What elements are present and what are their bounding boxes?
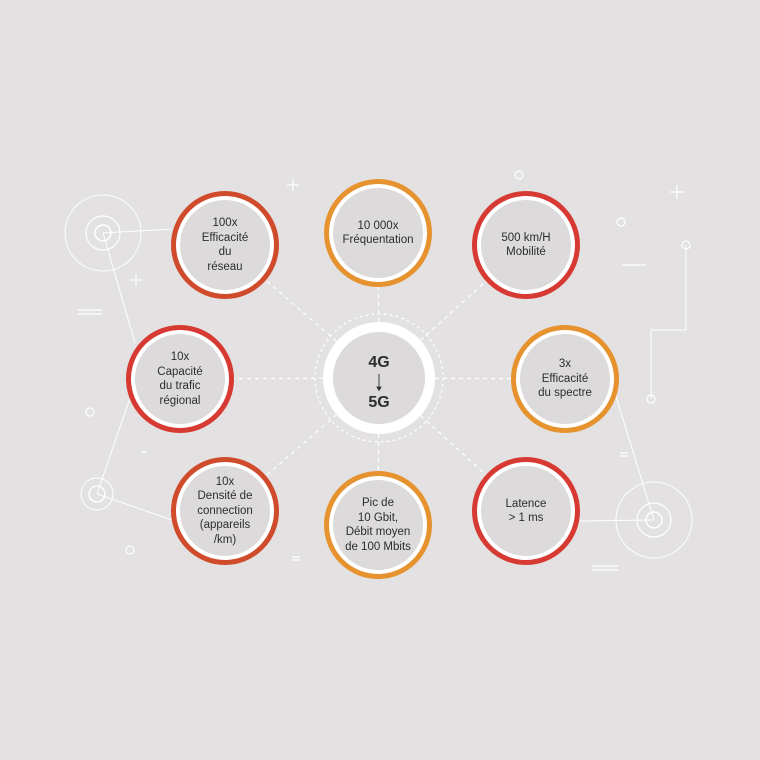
node-traffic-frequency: 10 000x Fréquentation [324, 179, 432, 287]
center-hub-4g-5g: 4G 5G [323, 322, 435, 434]
network-lines [96, 228, 687, 522]
node-connection-density: 10x Densité de connection (appareils /km… [171, 457, 279, 565]
node-regional-traffic-capacity: 10x Capacité du trafic régional [126, 325, 234, 433]
node-inner: Pic de 10 Gbit, Débit moyen de 100 Mbits [333, 480, 423, 570]
concentric-ornaments [64, 194, 693, 559]
node-mobility: 500 km/H Mobilité [472, 191, 580, 299]
node-inner: 500 km/H Mobilité [481, 200, 571, 290]
down-arrow-icon [376, 373, 382, 392]
plus-signs [130, 179, 684, 286]
node-inner: 10 000x Fréquentation [333, 188, 423, 278]
small-dots [85, 170, 691, 555]
node-latency: Latence > 1 ms [472, 457, 580, 565]
center-halo [314, 313, 444, 443]
center-from-label: 4G [368, 354, 390, 371]
node-label: 500 km/H Mobilité [501, 231, 551, 259]
node-spectrum-efficiency: 3x Efficacité du spectre [511, 325, 619, 433]
node-label: Pic de 10 Gbit, Débit moyen de 100 Mbits [345, 497, 411, 553]
node-label: 10x Densité de connection (appareils /km… [197, 475, 253, 546]
node-label: 10x Capacité du trafic régional [157, 351, 203, 407]
node-inner: 10x Capacité du trafic régional [135, 334, 225, 424]
node-label: 10 000x Fréquentation [342, 219, 414, 247]
node-inner: 100x Efficacité du réseau [180, 200, 270, 290]
node-peak-throughput: Pic de 10 Gbit, Débit moyen de 100 Mbits [324, 471, 432, 579]
node-label: 100x Efficacité du réseau [201, 217, 249, 273]
node-inner: 10x Densité de connection (appareils /km… [180, 466, 270, 556]
center-to-label: 5G [368, 394, 390, 411]
node-network-efficiency: 100x Efficacité du réseau [171, 191, 279, 299]
center-hub-inner: 4G 5G [333, 332, 425, 424]
node-inner: Latence > 1 ms [481, 466, 571, 556]
node-label: Latence > 1 ms [505, 497, 547, 525]
node-label: 3x Efficacité du spectre [538, 358, 592, 400]
node-inner: 3x Efficacité du spectre [520, 334, 610, 424]
line-ornaments [78, 264, 646, 571]
